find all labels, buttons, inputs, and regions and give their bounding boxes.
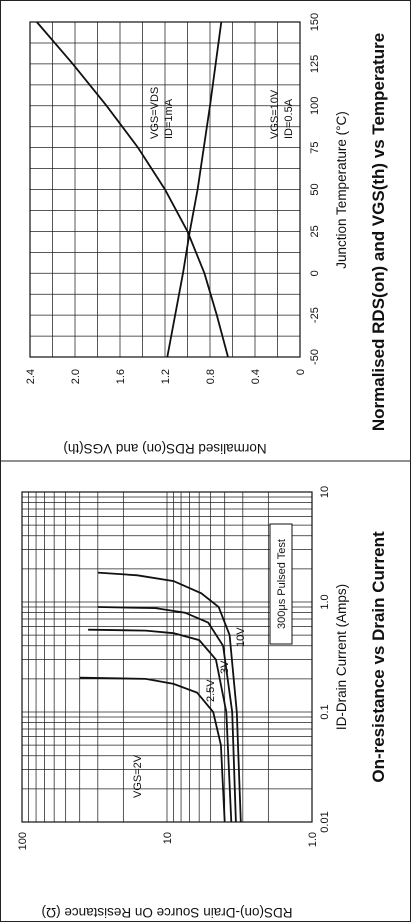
left-x-axis-label: ID-Drain Current (Amps) — [334, 584, 349, 730]
left-y-axis-label: RDS(on)-Drain Source On Resistance (Ω) — [42, 905, 293, 920]
left-x-tick-label: 0.01 — [319, 811, 331, 832]
right-tick-labels: -50 -25 0 25 50 75 100 125 150 0 0.4 0.8 1.2 1.6 2.0 2.… — [25, 13, 321, 384]
right-grid — [29, 21, 301, 358]
right-x-axis-label: Junction Temperature (°C) — [334, 111, 349, 268]
pulsed-test-note: 300μs Pulsed Test — [269, 523, 293, 645]
right-x-tick-label: 50 — [309, 183, 321, 195]
right-x-tick-label: 75 — [309, 142, 321, 154]
right-chart-title: Normalised RDS(on) and VGS(th) vs Temper… — [369, 33, 388, 431]
label-vgs-10v: 10V — [235, 627, 247, 647]
left-y-tick-label: 100 — [17, 832, 29, 850]
left-y-tick-label: 10 — [162, 832, 174, 844]
left-series-labels: VGS=2V 2.5V 3V 10V — [132, 627, 247, 798]
right-y-tick-label: 0.8 — [205, 369, 217, 384]
chart-normalised-vs-temperature: -50 -25 0 25 50 75 100 125 150 0 0.4 0.8 1.2 1.6 2.0 2.… — [25, 13, 388, 456]
left-series-line-2 — [97, 606, 237, 823]
right-series-line-1 — [166, 21, 223, 358]
right-x-tick-label: 100 — [309, 97, 321, 115]
left-series-group — [79, 571, 242, 823]
right-x-tick-label: 125 — [309, 55, 321, 73]
right-series-line-0 — [36, 21, 229, 358]
label-vgs-2-5v: 2.5V — [205, 679, 217, 702]
left-grid — [22, 492, 313, 823]
right-series-labels: VGS=10V ID=0.5A VGS=VDS ID=1mA — [149, 87, 295, 139]
right-y-tick-label: 1.2 — [160, 369, 172, 384]
left-plot-frame — [21, 491, 313, 823]
label-vth-id: ID=1mA — [163, 98, 175, 139]
left-y-tick-label: 1.0 — [307, 832, 319, 847]
pulsed-test-box — [269, 523, 293, 645]
right-y-tick-label: 2.0 — [70, 369, 82, 384]
right-x-tick-label: -50 — [309, 349, 321, 365]
label-vgs-3v: 3V — [219, 660, 231, 674]
right-series-group — [36, 21, 229, 358]
left-series-line-3 — [97, 571, 242, 823]
right-x-tick-label: -25 — [309, 307, 321, 323]
right-y-tick-label: 0.4 — [250, 369, 262, 384]
right-y-tick-label: 1.6 — [115, 369, 127, 384]
left-x-tick-label: 1.0 — [319, 594, 331, 609]
right-plot-frame — [29, 21, 301, 358]
left-series-line-0 — [79, 676, 226, 823]
pulsed-test-text: 300μs Pulsed Test — [276, 539, 288, 629]
left-x-tick-label: 0.1 — [319, 704, 331, 719]
right-y-tick-label: 2.4 — [25, 369, 37, 384]
label-rds-id: ID=0.5A — [283, 98, 295, 139]
right-y-axis-label: Normalised RDS(on) and VGS(th) — [63, 441, 266, 456]
left-chart-title: On-resistance vs Drain Current — [369, 531, 388, 783]
label-vth-vgs: VGS=VDS — [149, 87, 161, 139]
left-series-line-1 — [88, 628, 233, 823]
label-vgs-2v: VGS=2V — [132, 754, 144, 798]
right-x-tick-label: 0 — [309, 270, 321, 276]
left-x-tick-label: 10 — [319, 486, 331, 498]
right-x-tick-label: 25 — [309, 225, 321, 237]
left-tick-labels: 0.01 0.1 1.0 10 1.0 10 100 — [17, 486, 331, 850]
right-y-tick-label: 0 — [295, 369, 307, 375]
right-x-tick-label: 150 — [309, 13, 321, 31]
label-rds-vgs: VGS=10V — [269, 89, 281, 139]
